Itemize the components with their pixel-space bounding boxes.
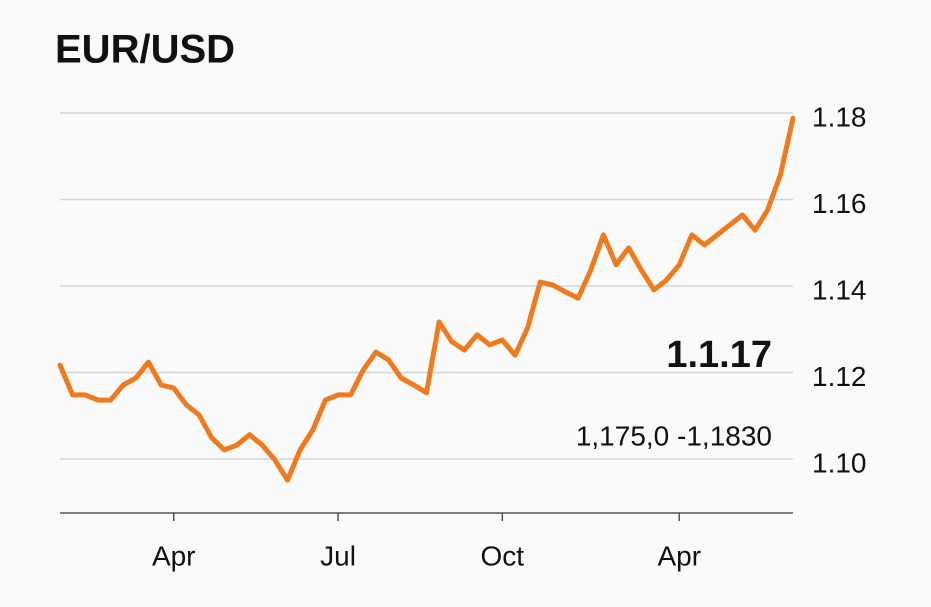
annotation: 1,175,0 -1,1830 xyxy=(576,420,772,451)
chart-title: EUR/USD xyxy=(55,28,235,72)
line xyxy=(57,115,796,483)
y-tick-label: 1.16 xyxy=(812,188,867,219)
y-tick-label: 1.18 xyxy=(812,101,867,132)
x-tick-label: Apr xyxy=(657,540,701,571)
y-tick-label: 1.12 xyxy=(812,361,867,392)
y-tick-label: 1.10 xyxy=(812,447,867,478)
annotation: 1.1.17 xyxy=(666,334,772,376)
x-tick-label: Jul xyxy=(320,540,356,571)
y-tick-label: 1.14 xyxy=(812,274,867,305)
x-tick-label: Apr xyxy=(152,540,196,571)
x-tick-label: Oct xyxy=(481,540,525,571)
